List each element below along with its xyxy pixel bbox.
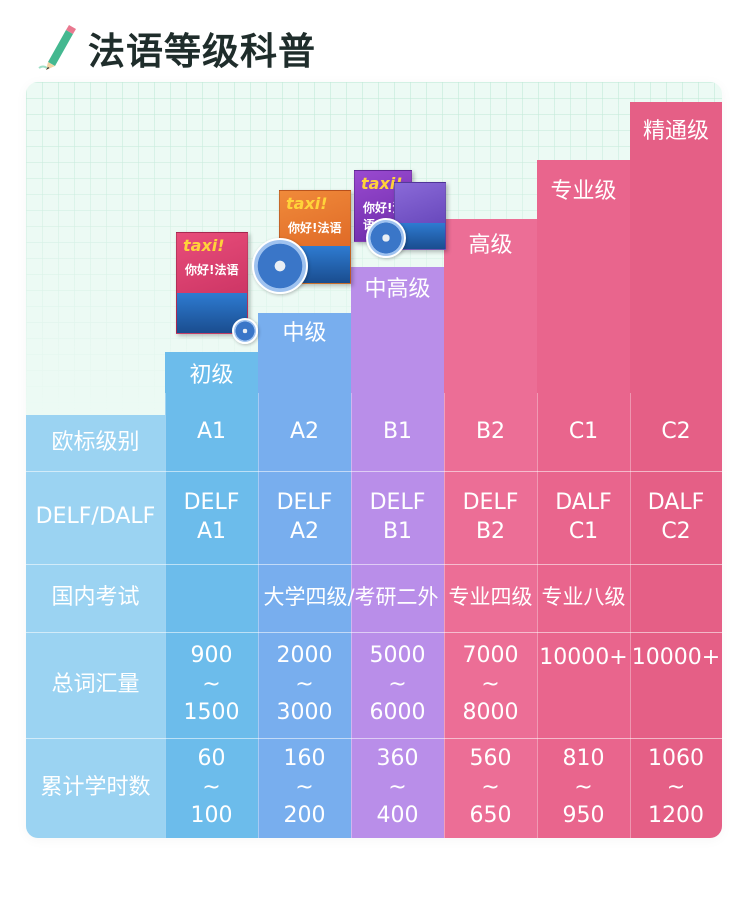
column-divider bbox=[537, 393, 538, 838]
row-label-column bbox=[26, 415, 165, 838]
row-label-vocab: 总词汇量 bbox=[51, 671, 140, 697]
column-b2 bbox=[444, 219, 537, 838]
domestic-exam-b2: 专业四级 bbox=[448, 585, 533, 610]
level-name-b1: 中高级 bbox=[364, 277, 431, 302]
page-title: 法语等级科普 bbox=[88, 30, 316, 73]
column-c1 bbox=[537, 160, 630, 838]
level-name-c1: 专业级 bbox=[550, 179, 617, 204]
column-divider bbox=[351, 393, 352, 838]
dalf-c1: DALF C1 bbox=[555, 489, 612, 544]
row-divider bbox=[26, 564, 722, 565]
vocab-a2: 2000 ~3000 bbox=[276, 643, 333, 726]
hours-b2: 560 ~650 bbox=[469, 746, 512, 829]
cefr-c1: C1 bbox=[568, 418, 599, 444]
hours-a1: 60 ~100 bbox=[190, 746, 233, 829]
vocab-b2: 7000 ~8000 bbox=[462, 643, 519, 726]
column-a2 bbox=[258, 313, 351, 838]
vocab-c1: 10000+ bbox=[539, 645, 628, 670]
domestic-exam-a2-b1: 大学四级/考研二外 bbox=[263, 585, 439, 610]
hours-c2: 1060 ~1200 bbox=[648, 746, 704, 829]
cefr-a2: A2 bbox=[289, 418, 320, 444]
book-cover-a1: taxi! 你好!法语 bbox=[176, 232, 248, 334]
row-label-hours: 累计学时数 bbox=[40, 774, 151, 800]
pencil-icon bbox=[38, 25, 76, 70]
hours-b1: 360 ~400 bbox=[376, 746, 419, 829]
level-name-b2: 高级 bbox=[468, 233, 513, 258]
row-divider bbox=[26, 632, 722, 633]
cefr-a1: A1 bbox=[196, 418, 227, 444]
cefr-c2: C2 bbox=[661, 418, 691, 444]
delf-a2: DELF A2 bbox=[276, 489, 333, 544]
book-cover-a2: taxi! 你好!法语 bbox=[279, 190, 351, 284]
vocab-c2: 10000+ bbox=[631, 645, 721, 670]
column-c2 bbox=[630, 102, 722, 838]
hours-a2: 160 ~200 bbox=[283, 746, 326, 829]
column-b1 bbox=[351, 267, 444, 838]
delf-a1: DELF A1 bbox=[183, 489, 240, 544]
dalf-c2: DALF C2 bbox=[647, 489, 705, 544]
level-name-a2: 中级 bbox=[282, 321, 327, 346]
row-label-delf: DELF/DALF bbox=[35, 504, 156, 530]
vocab-b1: 5000 ~6000 bbox=[369, 643, 426, 726]
level-chart-card: 初级 中级 中高级 高级 专业级 精通级 taxi! 你好!法语 taxi! 你… bbox=[26, 82, 722, 838]
domestic-exam-c1: 专业八级 bbox=[541, 585, 626, 610]
level-name-a1: 初级 bbox=[189, 363, 234, 388]
delf-b2: DELF B2 bbox=[462, 489, 519, 544]
hours-c1: 810 ~950 bbox=[562, 746, 605, 829]
cefr-b2: B2 bbox=[475, 418, 506, 444]
column-divider bbox=[258, 393, 259, 838]
cd-disc-b1 bbox=[366, 218, 406, 258]
cd-disc-a2 bbox=[252, 238, 308, 294]
page-header: 法语等级科普 bbox=[36, 18, 316, 78]
vocab-a1: 900 ~1500 bbox=[183, 643, 240, 726]
column-divider bbox=[165, 393, 166, 838]
level-name-c2: 精通级 bbox=[642, 119, 709, 144]
row-label-cefr: 欧标级别 bbox=[51, 429, 140, 455]
cd-disc-a1 bbox=[232, 318, 258, 344]
delf-b1: DELF B1 bbox=[369, 489, 426, 544]
row-label-domestic: 国内考试 bbox=[51, 584, 140, 610]
column-divider bbox=[630, 393, 631, 838]
column-divider bbox=[444, 393, 445, 838]
row-divider bbox=[26, 471, 722, 472]
cefr-b1: B1 bbox=[382, 418, 413, 444]
row-divider bbox=[26, 738, 722, 739]
column-a1 bbox=[165, 352, 258, 838]
